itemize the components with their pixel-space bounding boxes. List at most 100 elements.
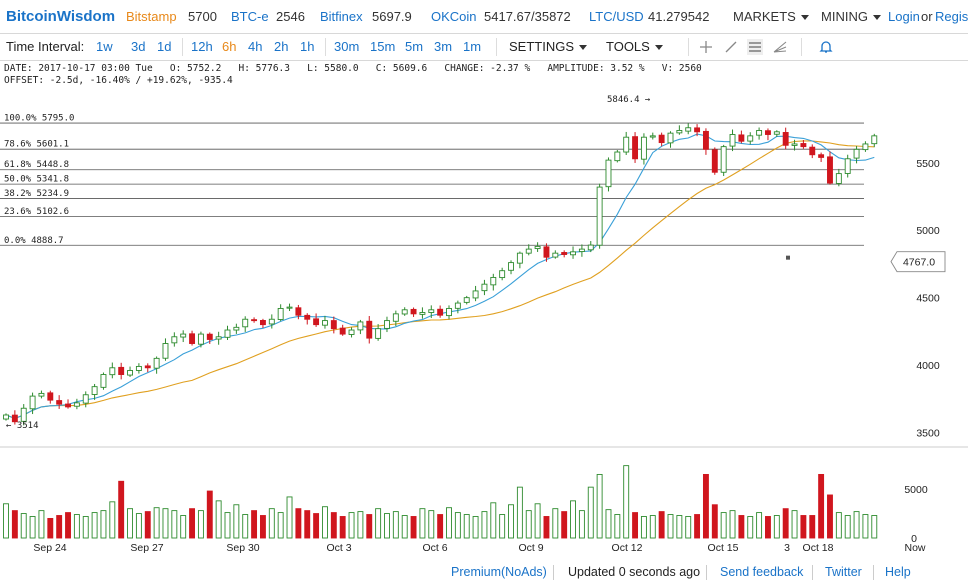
candle-up [419,312,426,315]
footer-divider [812,565,813,580]
candle-up [614,151,621,162]
volume-bar-up [29,516,36,539]
interval-12h[interactable]: 12h [191,39,213,54]
fan-tool-icon[interactable] [771,38,789,56]
volume-bar-up [676,515,683,539]
volume-bar-up [242,514,249,539]
volume-bar-up [791,510,798,539]
candle-up [570,251,576,256]
volume-bar-up [401,515,408,539]
twitter-link[interactable]: Twitter [825,565,862,579]
candle-up [756,130,763,136]
candle-up [153,357,160,369]
interval-3d[interactable]: 3d [131,39,146,54]
line-tool-icon[interactable] [722,38,740,56]
register-link[interactable]: Regist [935,9,968,24]
interval-1d[interactable]: 1d [157,39,172,54]
candle-down [11,414,18,423]
volume-bar-down [658,511,665,539]
exchange-bitfinex[interactable]: Bitfinex [320,9,363,24]
interval-3m[interactable]: 3m [434,39,453,54]
exchange-okcoin-price: 5417.67/35872 [484,9,571,24]
exchange-ltcusd-price: 41.279542 [648,9,710,24]
horizontal-lines-icon[interactable] [746,38,764,56]
candle-down [765,130,771,135]
volume-bar-up [747,516,754,539]
candle-up [499,270,506,279]
premium-link[interactable]: Premium(NoAds) [451,565,547,579]
volume-bar-up [490,502,497,539]
candle-up [516,252,523,264]
or-text: or [921,9,933,24]
help-link[interactable]: Help [885,565,911,579]
interval-1h[interactable]: 1h [300,39,315,54]
tools-label: TOOLS [606,39,650,54]
volume-bar-up [162,508,169,539]
login-link[interactable]: Login [888,9,920,24]
candle-down [561,252,568,255]
candle-up [862,143,869,151]
send-feedback-link[interactable]: Send feedback [720,565,804,579]
markets-menu[interactable]: MARKETS [733,9,809,24]
volume-bar-up [756,512,763,539]
candle-up [215,336,222,340]
footer: Premium(NoAds) Updated 0 seconds ago Sen… [0,560,968,585]
candle-down [56,400,63,405]
interval-4h[interactable]: 4h [248,39,263,54]
volume-bar-down [65,512,71,539]
volume-bar-up [348,512,355,539]
interval-6h[interactable]: 6h [222,39,237,54]
tools-menu[interactable]: TOOLS [606,39,663,54]
exchange-okcoin[interactable]: OKCoin [431,9,477,24]
exchange-bitstamp[interactable]: Bitstamp [126,9,177,24]
volume-bar-up [454,512,461,539]
candle-up [197,333,204,345]
candle-up [676,130,683,134]
interval-1w[interactable]: 1w [96,39,113,54]
mining-menu[interactable]: MINING [821,9,881,24]
volume-bar-down [330,512,337,539]
settings-menu[interactable]: SETTINGS [509,39,588,54]
toolbar-divider [325,38,326,56]
candle-up [127,370,133,376]
price-tick-label: 4000 [916,360,940,372]
interval-15m[interactable]: 15m [370,39,396,54]
exchange-ltcusd[interactable]: LTC/USD [589,9,644,24]
chevron-down-icon [872,15,881,21]
volume-bar-up [109,501,116,539]
candle-down [189,333,196,344]
interval-1m[interactable]: 1m [463,39,482,54]
volume-bar-up [587,486,594,539]
candle-up [747,135,754,142]
bell-icon[interactable] [817,38,835,56]
candle-down [702,130,709,150]
candle-up [428,309,435,313]
candle-down [658,134,665,144]
volume-bar-up [233,504,240,539]
fast-moving-average-line [5,133,875,419]
brand-logo[interactable]: BitcoinWisdom [6,8,116,25]
volume-bar-up [135,513,142,539]
candle-up [135,365,142,371]
volume-bar-up [100,510,107,539]
candle-up [623,136,630,153]
exchange-btce[interactable]: BTC-e [231,9,269,24]
time-tick-label: Sep 24 [33,542,66,554]
candle-down [65,403,71,408]
interval-30m[interactable]: 30m [334,39,360,54]
updated-status: Updated 0 seconds ago [568,565,701,579]
volume-bar-up [20,513,27,539]
candle-up [552,252,559,258]
volume-bar-down [818,473,825,539]
crosshair-icon[interactable] [697,38,715,56]
volume-bar-up [82,516,89,539]
interval-5m[interactable]: 5m [405,39,424,54]
volume-bar-down [251,510,258,539]
time-tick-label: Oct 12 [612,542,643,554]
candle-info-line: DATE: 2017-10-17 03:00 Tue O: 5752.2 H: … [4,63,702,74]
candle-down [711,149,718,173]
volume-bar-up [392,511,399,539]
time-tick-label: Oct 3 [326,542,351,554]
interval-2h[interactable]: 2h [274,39,289,54]
price-chart[interactable]: 100.0% 5795.0 78.6% 5601.1 61.8% 5448.8 50.… [0,90,968,560]
